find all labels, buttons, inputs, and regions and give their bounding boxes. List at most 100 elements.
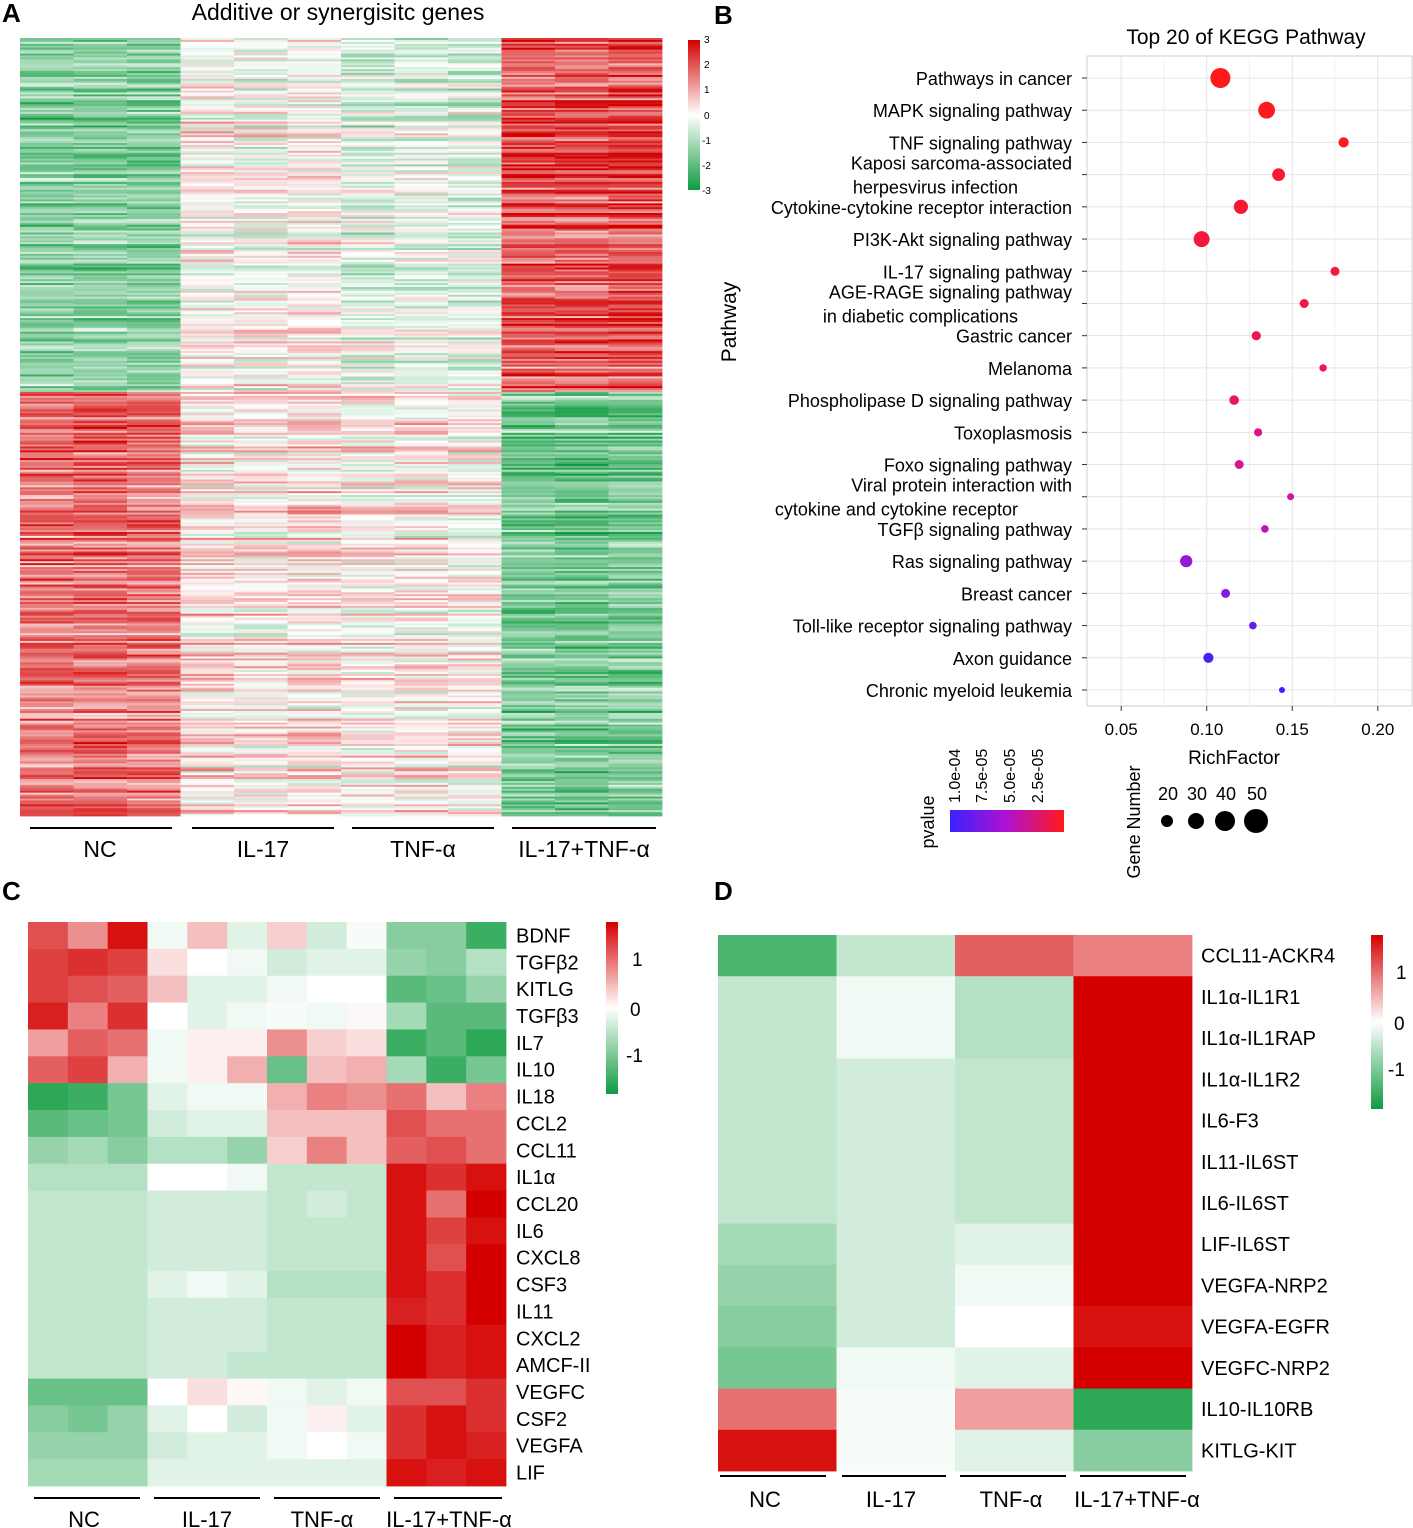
heatmap-a-cell xyxy=(180,257,235,261)
heatmap-a-cell xyxy=(180,742,235,745)
heatmap-a-cell xyxy=(555,456,609,459)
heatmap-a-cell xyxy=(234,296,288,300)
heatmap-a-cell xyxy=(127,590,181,593)
heatmap-a-cell xyxy=(448,374,502,377)
heatmap-a-cell xyxy=(608,559,663,562)
heatmap-a-cell xyxy=(127,215,181,218)
heatmap-a-cell xyxy=(287,92,342,95)
heatmap-a-cell xyxy=(394,238,449,241)
heatmap-a-cell xyxy=(180,602,235,605)
heatmap-a-cell xyxy=(20,164,74,167)
heatmap-a-cell xyxy=(73,475,128,478)
heatmap-a-cell xyxy=(501,718,556,722)
heatmap-a-cell xyxy=(20,285,74,288)
heatmap-a-cell xyxy=(608,430,663,434)
heatmap-a-cell xyxy=(287,246,342,249)
heatmap-a-cell xyxy=(608,627,663,630)
heatmap-a-cell xyxy=(448,547,502,550)
heatmap-a-cell xyxy=(448,456,502,459)
heatmap-a-cell xyxy=(448,448,502,451)
heatmap-a-cell xyxy=(501,312,556,315)
heatmap-a-cell xyxy=(448,744,502,747)
heatmap-a-cell xyxy=(234,701,288,704)
heatmap-a-cell xyxy=(394,109,449,113)
heatmap-a-cell xyxy=(394,483,449,486)
heatmap-a-cell xyxy=(127,524,181,527)
heatmap-a-cell xyxy=(287,215,342,218)
heatmap-a-cell xyxy=(73,442,128,445)
heatmap-a-cell xyxy=(341,442,395,445)
heatmap-a-cell xyxy=(73,530,128,533)
heatmap-a-cell xyxy=(608,675,663,679)
heatmap-a-cell xyxy=(180,395,235,399)
heatmap-a-cell xyxy=(127,189,181,193)
heatmap-a-cell xyxy=(20,185,74,189)
heatmap-a-cell xyxy=(73,438,128,442)
heatmap-a-cell xyxy=(287,179,342,183)
heatmap-a-cell xyxy=(127,755,181,759)
heatmap-a-cell xyxy=(501,504,556,508)
heatmap-a-cell xyxy=(501,506,556,510)
heatmap-a-cell xyxy=(234,502,288,506)
heatmap-a-cell xyxy=(73,320,128,323)
heatmap-a-cell xyxy=(394,158,449,161)
heatmap-a-cell xyxy=(608,518,663,521)
heatmap-a-cell xyxy=(127,675,181,679)
heatmap-a-cell xyxy=(73,234,128,237)
heatmap-a-cell xyxy=(448,308,502,311)
heatmap-a-cell xyxy=(394,92,449,95)
heatmap-a-cell xyxy=(234,47,288,51)
heatmap-c-cell xyxy=(28,975,69,1003)
heatmap-a-cell xyxy=(608,747,663,751)
heatmap-a-cell xyxy=(180,306,235,309)
heatmap-a-cell xyxy=(73,285,128,288)
heatmap-a-cell xyxy=(555,94,609,97)
heatmap-a-cell xyxy=(394,463,449,467)
heatmap-a-cell xyxy=(180,41,235,45)
heatmap-a-cell xyxy=(341,325,395,329)
heatmap-a-cell xyxy=(180,617,235,620)
heatmap-a-cell xyxy=(180,316,235,319)
heatmap-a-cell xyxy=(608,473,663,477)
heatmap-a-cell xyxy=(287,113,342,117)
heatmap-a-cell xyxy=(20,738,74,741)
heatmap-a-cell xyxy=(501,88,556,91)
heatmap-a-cell xyxy=(127,327,181,331)
heatmap-a-cell xyxy=(180,67,235,70)
heatmap-a-cell xyxy=(394,279,449,282)
heatmap-c-cell xyxy=(147,948,188,977)
heatmap-a-cell xyxy=(20,497,74,500)
heatmap-a-cell xyxy=(287,810,342,813)
heatmap-a-cell xyxy=(608,765,663,768)
heatmap-a-cell xyxy=(127,440,181,443)
heatmap-a-cell xyxy=(20,257,74,261)
heatmap-a-cell xyxy=(234,419,288,422)
heatmap-a-cell xyxy=(448,65,502,68)
heatmap-a-cell xyxy=(127,349,181,352)
heatmap-a-cell xyxy=(127,642,181,646)
heatmap-a-cell xyxy=(234,767,288,770)
heatmap-a-cell xyxy=(180,119,235,123)
heatmap-a-cell xyxy=(287,650,342,654)
heatmap-a-cell xyxy=(394,652,449,655)
heatmap-a-cell xyxy=(555,465,609,469)
heatmap-a-cell xyxy=(127,497,181,500)
heatmap-a-cell xyxy=(127,325,181,329)
heatmap-a-cell xyxy=(608,111,663,115)
heatmap-a-cell xyxy=(341,109,395,113)
heatmap-a-cell xyxy=(73,255,128,259)
heatmap-a-cell xyxy=(180,549,235,552)
heatmap-a-cell xyxy=(608,199,663,202)
heatmap-a-cell xyxy=(73,160,128,163)
heatmap-a-cell xyxy=(341,637,395,640)
heatmap-a-cell xyxy=(394,773,449,776)
heatmap-a-cell xyxy=(20,450,74,453)
heatmap-a-cell xyxy=(234,609,288,613)
heatmap-a-cell xyxy=(501,662,556,665)
heatmap-a-cell xyxy=(501,710,556,714)
heatmap-a-cell xyxy=(555,802,609,805)
heatmap-a-cell xyxy=(394,306,449,309)
heatmap-a-cell xyxy=(501,423,556,426)
heatmap-a-cell xyxy=(341,302,395,305)
heatmap-a-cell xyxy=(448,104,502,107)
